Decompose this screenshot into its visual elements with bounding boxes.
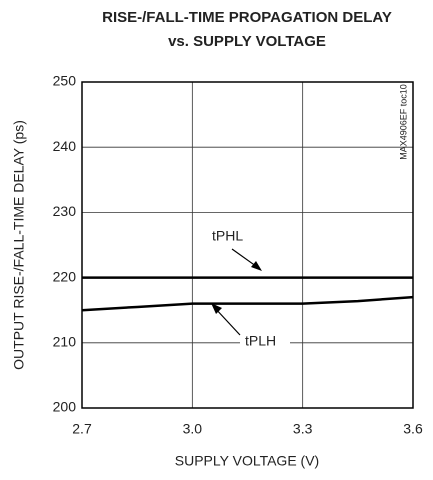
plot-frame <box>81 81 414 409</box>
chart-title: RISE-/FALL-TIME PROPAGATION DELAY <box>102 9 392 26</box>
arrow-head <box>211 303 222 314</box>
y-tick-label: 200 <box>53 399 77 415</box>
series-line <box>81 295 414 312</box>
x-tick-label: 3.6 <box>403 421 423 437</box>
x-tick-label: 3.3 <box>293 421 313 437</box>
x-tick-label: 2.7 <box>72 421 92 437</box>
y-tick-label: 240 <box>53 138 77 154</box>
series-label: tPHL <box>212 228 243 244</box>
arrow-head <box>251 261 262 271</box>
y-tick-label: 230 <box>53 203 77 219</box>
y-axis-label: OUTPUT RISE-/FALL-TIME DELAY (ps) <box>11 120 27 370</box>
y-tick-label: 210 <box>53 334 77 350</box>
chart-title: vs. SUPPLY VOLTAGE <box>168 33 326 50</box>
x-tick-label: 3.0 <box>183 421 203 437</box>
series-label: tPLH <box>245 333 276 349</box>
y-tick-label: 220 <box>53 268 77 284</box>
side-note: MAX4906EF toc10 <box>398 84 408 160</box>
y-tick-label: 250 <box>53 73 77 89</box>
label-bg <box>240 332 290 352</box>
x-axis-label: SUPPLY VOLTAGE (V) <box>175 453 319 469</box>
